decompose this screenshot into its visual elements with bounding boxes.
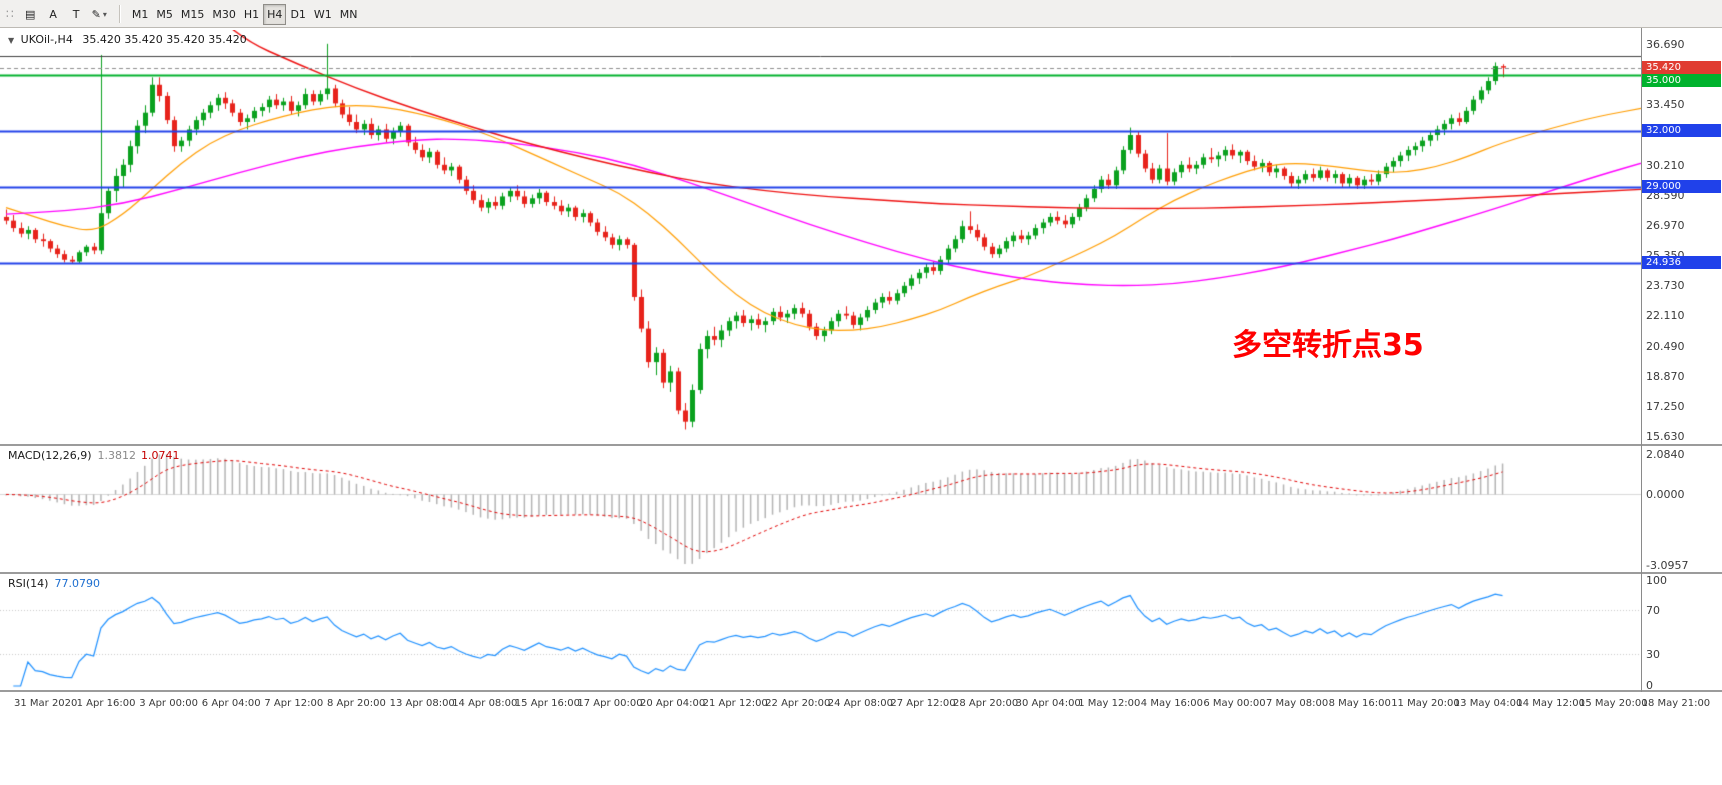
toolbar-drag-handle[interactable]: ∷ bbox=[6, 6, 14, 21]
time-label: 1 Apr 16:00 bbox=[76, 698, 136, 709]
timeframe-mn-button[interactable]: MN bbox=[336, 4, 362, 25]
chart-info-header: ▼ UKOil-,H4 35.420 35.420 35.420 35.420 bbox=[8, 33, 247, 46]
time-label: 22 Apr 20:00 bbox=[765, 698, 831, 709]
macd-main-value: 1.3812 bbox=[97, 449, 137, 462]
price-badge-24.936: 24.936 bbox=[1642, 256, 1721, 269]
macd-signal-value: 1.0741 bbox=[141, 449, 180, 462]
time-label: 21 Apr 12:00 bbox=[702, 698, 768, 709]
timeframe-group: M1 M5 M15 M30 H1 H4 D1 W1 MN bbox=[128, 3, 362, 25]
chevron-down-icon: ▾ bbox=[102, 9, 107, 19]
time-label: 15 Apr 16:00 bbox=[514, 698, 580, 709]
macd-label: MACD(12,26,9) 1.3812 1.0741 bbox=[8, 449, 180, 462]
time-label: 30 Apr 04:00 bbox=[1015, 698, 1081, 709]
price-tick: 26.970 bbox=[1646, 218, 1685, 232]
rsi-axis-tick: 30 bbox=[1646, 647, 1660, 661]
price-badge-32.000: 32.000 bbox=[1642, 124, 1721, 137]
time-label: 6 May 00:00 bbox=[1203, 698, 1266, 709]
price-tick: 20.490 bbox=[1646, 339, 1685, 353]
time-label: 6 Apr 04:00 bbox=[201, 698, 261, 709]
price-tick: 23.730 bbox=[1646, 279, 1685, 293]
toolbar-separator bbox=[118, 4, 120, 23]
time-label: 7 May 08:00 bbox=[1266, 698, 1329, 709]
price-tick: 30.210 bbox=[1646, 158, 1685, 172]
timeframe-m15-button[interactable]: M15 bbox=[177, 4, 209, 25]
timeframe-h1-button[interactable]: H1 bbox=[240, 4, 263, 25]
time-axis[interactable]: 31 Mar 2020 1 Apr 16:00 3 Apr 00:00 6 Apr 0… bbox=[0, 692, 1722, 785]
cursor-button[interactable]: A bbox=[42, 4, 65, 25]
price-tick: 22.110 bbox=[1646, 309, 1685, 323]
rsi-axis-tick: 0 bbox=[1646, 679, 1653, 692]
macd-panel-canvas[interactable] bbox=[0, 446, 1641, 572]
price-tick: 33.450 bbox=[1646, 98, 1685, 112]
time-label: 11 May 20:00 bbox=[1391, 698, 1460, 709]
time-label: 4 May 16:00 bbox=[1140, 698, 1204, 709]
time-label: 14 May 12:00 bbox=[1516, 698, 1585, 709]
rsi-value: 77.0790 bbox=[54, 577, 100, 590]
text-button[interactable]: T bbox=[65, 4, 88, 25]
time-label: 3 Apr 00:00 bbox=[139, 698, 199, 709]
price-tick: 17.250 bbox=[1646, 399, 1685, 413]
time-label: 13 Apr 08:00 bbox=[389, 698, 455, 709]
rsi-name: RSI(14) bbox=[8, 577, 49, 590]
toolbar: ∷ ▤ A T ✎ ▾ M1 M5 M15 M30 H1 H4 D1 W1 MN bbox=[0, 0, 1722, 28]
timeframe-h4-button[interactable]: H4 bbox=[263, 3, 287, 25]
rsi-axis-tick: 100 bbox=[1646, 574, 1667, 587]
time-label: 27 Apr 12:00 bbox=[890, 698, 956, 709]
timeframe-w1-button[interactable]: W1 bbox=[310, 4, 336, 25]
time-label: 31 Mar 2020 bbox=[14, 698, 78, 709]
layers-button[interactable]: ▤ bbox=[19, 4, 42, 25]
time-label: 15 May 20:00 bbox=[1579, 698, 1648, 709]
ohlc-values: 35.420 35.420 35.420 35.420 bbox=[82, 33, 247, 46]
price-badge-35.420: 35.420 bbox=[1642, 61, 1721, 74]
symbol-period-label: UKOil-,H4 bbox=[20, 33, 73, 46]
time-label: 1 May 12:00 bbox=[1078, 698, 1141, 709]
time-label: 24 Apr 08:00 bbox=[827, 698, 893, 709]
price-badge-29.000: 29.000 bbox=[1642, 180, 1721, 193]
time-label: 28 Apr 20:00 bbox=[953, 698, 1019, 709]
panel-separator-price-macd[interactable] bbox=[0, 444, 1722, 446]
rsi-panel-canvas[interactable] bbox=[0, 574, 1641, 690]
price-axis-border bbox=[1641, 28, 1642, 692]
rsi-axis-tick: 70 bbox=[1646, 604, 1660, 618]
panel-separator-macd-rsi[interactable] bbox=[0, 572, 1722, 574]
price-badge-35.000: 35.000 bbox=[1642, 74, 1721, 87]
timeframe-m1-button[interactable]: M1 bbox=[128, 4, 153, 25]
time-label: 7 Apr 12:00 bbox=[264, 698, 324, 709]
macd-axis-tick: -3.0957 bbox=[1646, 559, 1689, 573]
time-label: 20 Apr 04:00 bbox=[640, 698, 706, 709]
timeframe-m5-button[interactable]: M5 bbox=[152, 4, 177, 25]
time-label: 8 Apr 20:00 bbox=[327, 698, 386, 709]
macd-axis-tick: 0.0000 bbox=[1646, 488, 1685, 502]
macd-axis-tick: 2.0840 bbox=[1646, 448, 1685, 461]
time-label: 18 May 21:00 bbox=[1641, 698, 1711, 709]
time-label: 14 Apr 08:00 bbox=[452, 698, 518, 709]
timeframe-d1-button[interactable]: D1 bbox=[286, 4, 309, 25]
panel-separator-rsi-time[interactable] bbox=[0, 690, 1722, 692]
draw-button[interactable]: ✎ ▾ bbox=[88, 4, 111, 25]
macd-name: MACD(12,26,9) bbox=[8, 449, 92, 462]
time-label: 8 May 16:00 bbox=[1328, 698, 1391, 709]
time-label: 17 Apr 00:00 bbox=[577, 698, 643, 709]
price-chart-canvas[interactable] bbox=[0, 30, 1641, 444]
price-tick: 18.870 bbox=[1646, 369, 1685, 383]
timeframe-m30-button[interactable]: M30 bbox=[208, 4, 240, 25]
rsi-label: RSI(14) 77.0790 bbox=[8, 577, 100, 590]
time-label: 13 May 04:00 bbox=[1453, 698, 1523, 709]
price-tick: 15.630 bbox=[1646, 430, 1685, 443]
chinese-annotation-text: 多空转折点35 bbox=[1232, 328, 1424, 363]
price-tick: 36.690 bbox=[1646, 38, 1685, 51]
symbol-dropdown-icon[interactable]: ▼ bbox=[8, 36, 15, 45]
